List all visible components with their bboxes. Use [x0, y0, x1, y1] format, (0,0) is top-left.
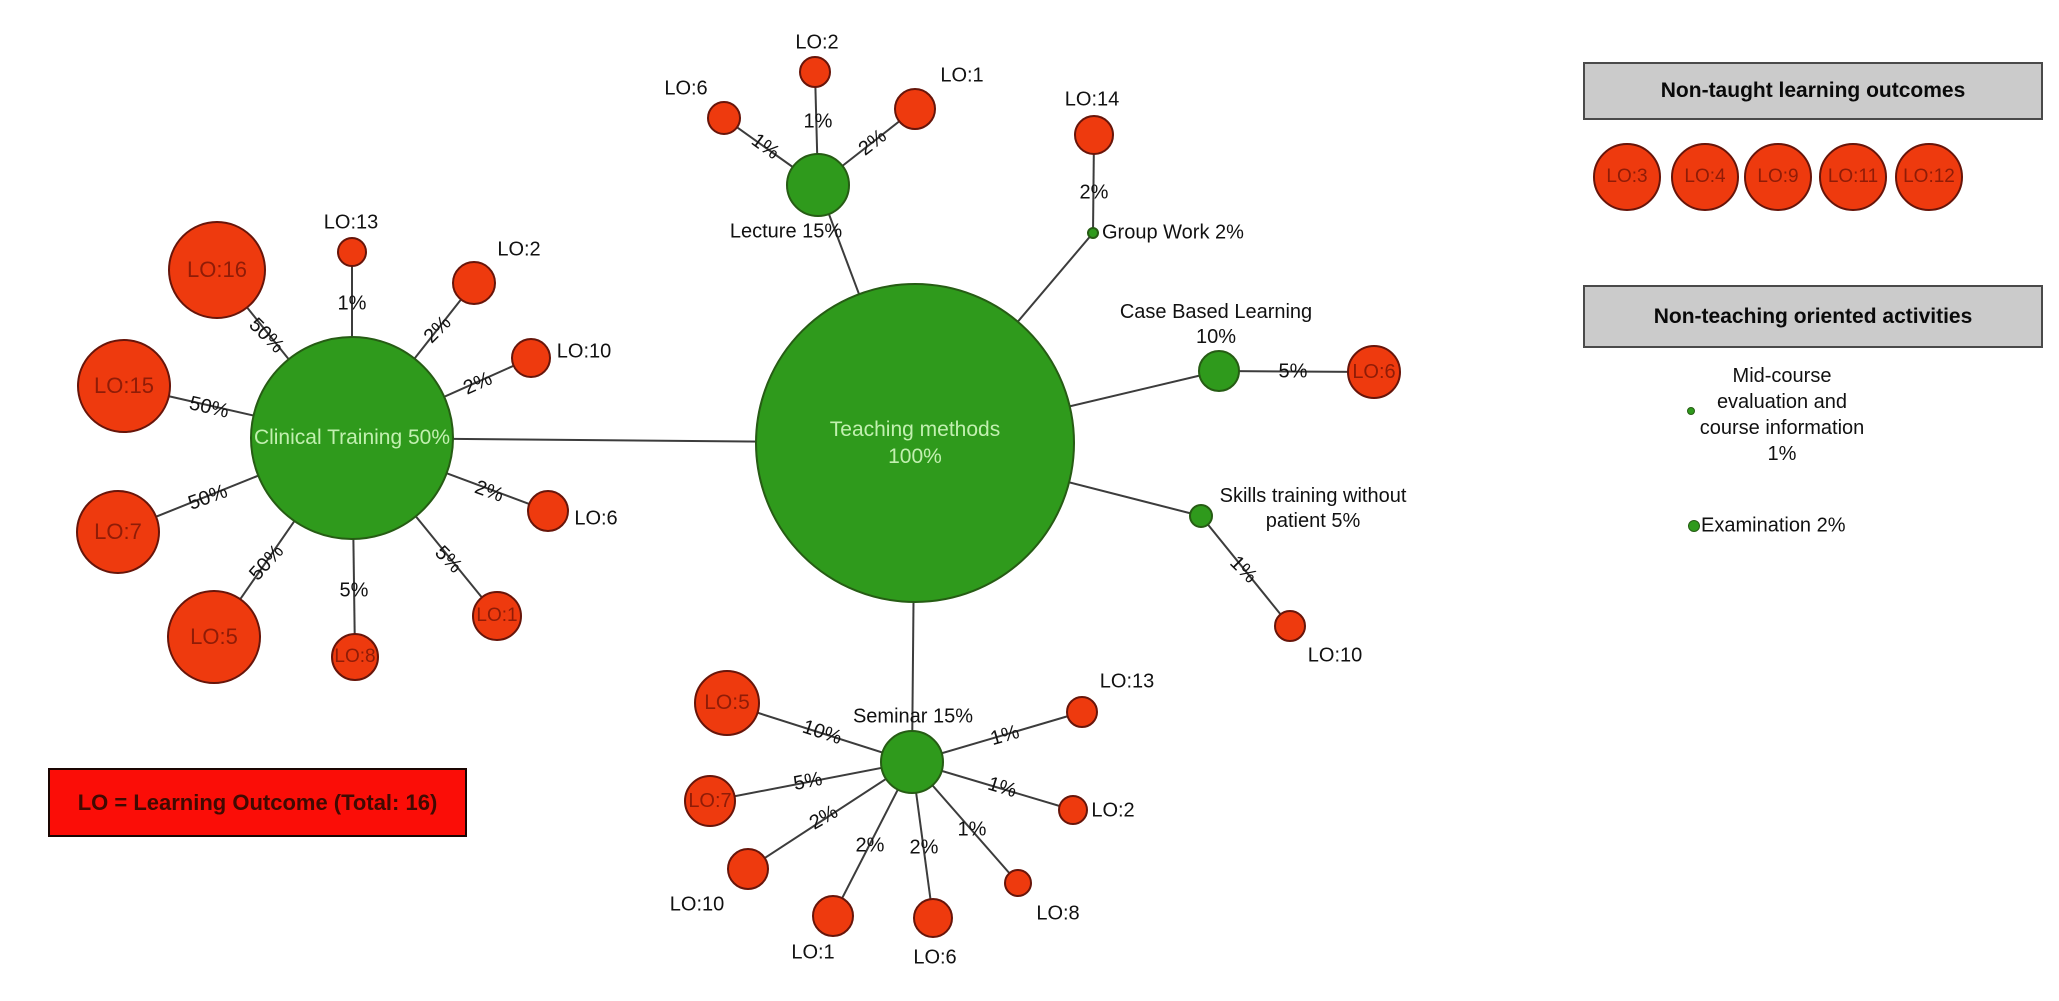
node-cl_lo2: [452, 261, 496, 305]
node-l_lo2: [799, 56, 831, 88]
edge-label-seminar-se_lo6: 2%: [909, 836, 939, 859]
non-taught-outcomes-title: Non-taught learning outcomes: [1660, 79, 1966, 102]
node-l_lo6: [707, 101, 741, 135]
node-label-nt-LO-9: LO:9: [1757, 165, 1799, 187]
examination-dot: [1688, 520, 1700, 532]
node-se_lo2: [1058, 795, 1088, 825]
label-s_lo10: LO:10: [1307, 644, 1363, 667]
node-cl_lo5: LO:5: [167, 590, 261, 684]
node-label-nt-LO-4: LO:4: [1684, 165, 1726, 187]
label-g_lo14: LO:14: [1064, 88, 1120, 111]
node-label-clinical: Clinical Training 50%: [253, 426, 451, 450]
label-cl_lo10: LO:10: [556, 340, 612, 363]
label-seminar: Seminar 15%: [852, 705, 974, 728]
node-label-cl_lo5: LO:5: [190, 623, 238, 649]
label-se_lo6: LO:6: [913, 946, 957, 969]
node-se_lo7: LO:7: [684, 775, 736, 827]
node-se_lo1: [812, 895, 854, 937]
node-se_lo10: [727, 848, 769, 890]
legend-circle-nt-LO-4: LO:4: [1671, 143, 1739, 211]
label-l_lo2: LO:2: [795, 31, 839, 54]
node-cl_lo15: LO:15: [77, 339, 171, 433]
edge-label-groupwork-g_lo14: 2%: [1079, 181, 1109, 204]
label-cl_lo6: LO:6: [574, 507, 618, 530]
node-label-cl_lo7: LO:7: [94, 518, 142, 544]
node-label-cl_lo16: LO:16: [187, 256, 247, 282]
node-label-nt-LO-11: LO:11: [1827, 165, 1879, 187]
edge-seminar-se_lo7: [709, 761, 913, 802]
node-label-nt-LO-12: LO:12: [1903, 165, 1955, 187]
edge-label-lecture-l_lo2: 1%: [803, 110, 833, 133]
node-groupwork: [1087, 227, 1099, 239]
label-skills: Skills training without patient 5%: [1219, 485, 1407, 532]
edge-label-seminar-se_lo8: 1%: [957, 818, 987, 841]
label-lecture: Lecture 15%: [729, 220, 843, 243]
midcourse-dot: [1687, 407, 1695, 415]
node-label-cl_lo1: LO:1: [476, 604, 518, 626]
node-clinical: Clinical Training 50%: [250, 336, 454, 540]
node-lecture: [786, 153, 850, 217]
label-se_lo13: LO:13: [1099, 670, 1155, 693]
label-se_lo1: LO:1: [791, 941, 835, 964]
node-cl_lo6: [527, 490, 569, 532]
node-se_lo13: [1066, 696, 1098, 728]
node-se_lo5: LO:5: [694, 670, 760, 736]
label-se_lo8: LO:8: [1036, 902, 1080, 925]
label-groupwork: Group Work 2%: [1102, 221, 1244, 244]
node-cbl: [1198, 350, 1240, 392]
legend-circle-nt-LO-9: LO:9: [1744, 143, 1812, 211]
node-cl_lo1: LO:1: [472, 591, 522, 641]
non-taught-outcomes-header: Non-taught learning outcomes: [1583, 62, 2043, 120]
legend-circle-nt-LO-3: LO:3: [1593, 143, 1661, 211]
non-teaching-activities-title: Non-teaching oriented activities: [1653, 304, 1973, 328]
node-label-c_lo6: LO:6: [1352, 361, 1396, 383]
legend-box: LO = Learning Outcome (Total: 16): [48, 768, 467, 837]
node-se_lo8: [1004, 869, 1032, 897]
node-c_lo6: LO:6: [1347, 345, 1401, 399]
edge-label-seminar-se_lo1: 2%: [855, 834, 885, 857]
legend-circle-nt-LO-11: LO:11: [1819, 143, 1887, 211]
label-se_lo10: LO:10: [669, 893, 725, 916]
node-label-se_lo5: LO:5: [704, 691, 750, 715]
node-s_lo10: [1274, 610, 1306, 642]
edge-label-clinical-cl_lo8: 5%: [339, 579, 369, 602]
node-label-nt-LO-3: LO:3: [1606, 165, 1648, 187]
node-label-se_lo7: LO:7: [688, 790, 732, 812]
edge-label-clinical-cl_lo13: 1%: [337, 292, 367, 315]
node-label-cl_lo15: LO:15: [94, 372, 154, 398]
edge-skills-s_lo10: [1200, 515, 1291, 627]
node-cl_lo13: [337, 237, 367, 267]
node-label-teaching: Teaching methods 100%: [829, 417, 1001, 468]
legend-circle-nt-LO-12: LO:12: [1895, 143, 1963, 211]
node-g_lo14: [1074, 115, 1114, 155]
midcourse-label: Mid-course evaluation and course informati…: [1699, 365, 1865, 465]
node-seminar: [880, 730, 944, 794]
node-se_lo6: [913, 898, 953, 938]
node-skills: [1189, 504, 1213, 528]
node-l_lo1: [894, 88, 936, 130]
label-cbl: Case Based Learning 10%: [1119, 301, 1313, 348]
label-se_lo2: LO:2: [1091, 799, 1135, 822]
node-cl_lo16: LO:16: [168, 221, 266, 319]
label-cl_lo13: LO:13: [323, 211, 379, 234]
examination-label: Examination 2%: [1701, 514, 1846, 537]
non-teaching-activities-header: Non-teaching oriented activities: [1583, 285, 2043, 348]
edge-label-cbl-c_lo6: 5%: [1278, 360, 1308, 383]
node-cl_lo10: [511, 338, 551, 378]
label-l_lo6: LO:6: [664, 77, 708, 100]
node-teaching: Teaching methods 100%: [755, 283, 1075, 603]
node-cl_lo7: LO:7: [76, 490, 160, 574]
node-label-cl_lo8: LO:8: [334, 645, 376, 667]
node-cl_lo8: LO:8: [331, 633, 379, 681]
label-cl_lo2: LO:2: [497, 238, 541, 261]
label-l_lo1: LO:1: [940, 64, 984, 87]
legend-label: LO = Learning Outcome (Total: 16): [77, 789, 438, 815]
